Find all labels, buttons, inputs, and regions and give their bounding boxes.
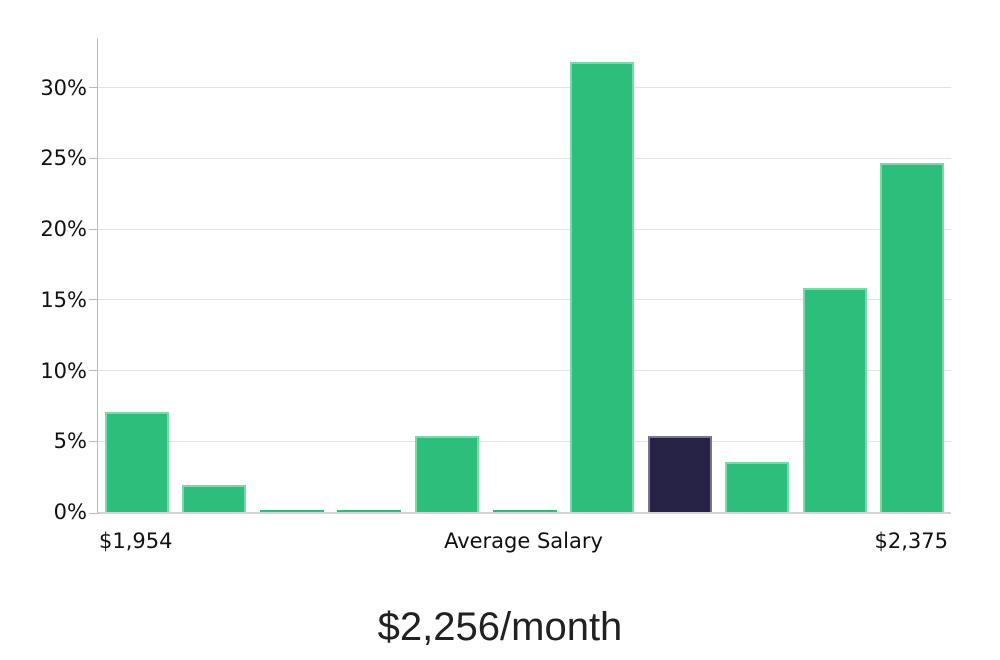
bar-slot (408, 38, 486, 512)
highlighted-bar[interactable] (647, 435, 712, 512)
bar[interactable] (104, 411, 169, 512)
y-tick-mark (89, 299, 98, 301)
y-tick-label: 5% (53, 429, 87, 454)
y-tick-mark (89, 513, 98, 514)
chart-title: $2,256/month (377, 605, 623, 649)
y-tick-mark (89, 370, 98, 372)
bar[interactable] (414, 435, 479, 512)
y-axis-labels: 0% 5% 10% 15% 20% 25% 30% (0, 38, 87, 524)
plot-area (89, 38, 951, 514)
bar[interactable] (880, 162, 945, 512)
bar[interactable] (492, 509, 557, 512)
y-tick-label: 30% (40, 75, 87, 100)
bar[interactable] (802, 288, 867, 512)
x-tick-label: $2,375 (874, 529, 948, 553)
bar-slot (796, 38, 874, 512)
bar-slot (331, 38, 409, 512)
y-tick-label: 10% (40, 358, 87, 383)
bar-slot (641, 38, 719, 512)
y-gridline (98, 440, 951, 442)
bars-layer (98, 38, 951, 512)
y-tick-label: 15% (40, 287, 87, 312)
y-tick-label: 0% (53, 500, 87, 524)
bar[interactable] (259, 509, 324, 512)
y-gridline (98, 157, 951, 159)
bar-slot (176, 38, 254, 512)
y-tick-mark (89, 157, 98, 159)
bar-slot (563, 38, 641, 512)
x-axis-labels: $1,954 Average Salary $2,375 (97, 527, 950, 559)
bar-slot (873, 38, 951, 512)
y-gridline (98, 299, 951, 301)
y-tick-label: 20% (40, 217, 87, 242)
y-gridline (98, 87, 951, 89)
bar[interactable] (337, 509, 402, 512)
bar[interactable] (182, 485, 247, 512)
bar-slot (253, 38, 331, 512)
y-gridline (98, 370, 951, 372)
y-tick-mark (89, 440, 98, 442)
y-tick-label: 25% (40, 146, 87, 171)
bar-slot (98, 38, 176, 512)
y-tick-mark (89, 87, 98, 89)
bar[interactable] (725, 462, 790, 512)
y-tick-mark (89, 228, 98, 230)
bar-slot (718, 38, 796, 512)
bar-slot (486, 38, 564, 512)
x-tick-label: Average Salary (444, 529, 603, 553)
y-gridline (98, 228, 951, 230)
bar[interactable] (570, 62, 635, 512)
x-tick-label: $1,954 (99, 529, 173, 553)
